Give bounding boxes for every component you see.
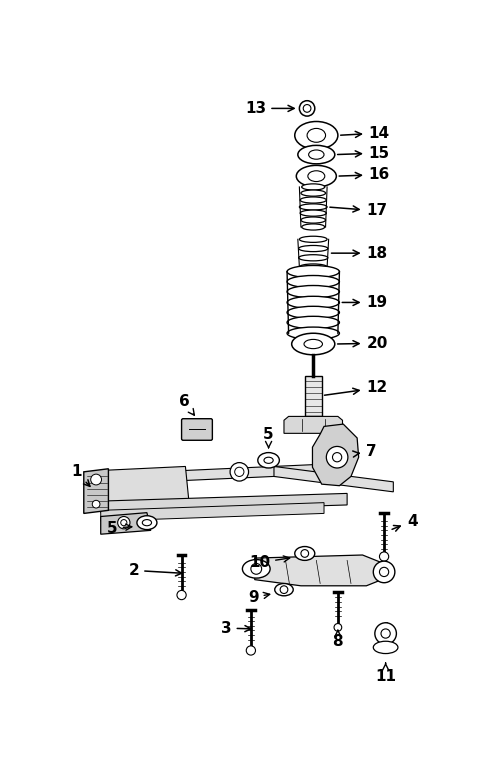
Polygon shape bbox=[84, 469, 108, 513]
Circle shape bbox=[301, 549, 308, 557]
Text: 11: 11 bbox=[375, 663, 396, 684]
Polygon shape bbox=[101, 494, 347, 512]
Ellipse shape bbox=[296, 165, 336, 187]
Circle shape bbox=[246, 646, 256, 655]
Ellipse shape bbox=[300, 210, 326, 216]
Ellipse shape bbox=[299, 264, 327, 270]
Ellipse shape bbox=[287, 306, 340, 319]
Circle shape bbox=[118, 516, 130, 529]
Circle shape bbox=[230, 463, 248, 481]
Ellipse shape bbox=[299, 246, 328, 252]
Text: 16: 16 bbox=[339, 167, 390, 182]
Ellipse shape bbox=[373, 641, 398, 653]
Ellipse shape bbox=[287, 266, 340, 277]
Text: 6: 6 bbox=[179, 394, 194, 415]
Polygon shape bbox=[101, 512, 151, 534]
Text: 13: 13 bbox=[245, 101, 294, 116]
Text: 18: 18 bbox=[331, 246, 387, 260]
Ellipse shape bbox=[287, 316, 340, 329]
Circle shape bbox=[380, 552, 389, 561]
Ellipse shape bbox=[142, 519, 152, 525]
Circle shape bbox=[280, 586, 288, 594]
Ellipse shape bbox=[299, 236, 327, 243]
Polygon shape bbox=[312, 424, 359, 486]
Text: 7: 7 bbox=[353, 444, 377, 460]
Circle shape bbox=[373, 561, 395, 583]
Circle shape bbox=[381, 629, 390, 638]
Ellipse shape bbox=[300, 197, 326, 203]
Circle shape bbox=[334, 624, 342, 631]
Ellipse shape bbox=[295, 122, 338, 150]
Polygon shape bbox=[255, 555, 386, 586]
Text: 14: 14 bbox=[341, 126, 390, 140]
Circle shape bbox=[299, 101, 315, 116]
Ellipse shape bbox=[258, 453, 279, 468]
Ellipse shape bbox=[287, 285, 340, 298]
Text: 1: 1 bbox=[71, 464, 90, 486]
Polygon shape bbox=[284, 416, 343, 433]
Ellipse shape bbox=[301, 217, 325, 223]
Circle shape bbox=[326, 446, 348, 468]
Ellipse shape bbox=[299, 204, 327, 210]
Circle shape bbox=[375, 623, 396, 644]
Ellipse shape bbox=[298, 146, 335, 164]
Ellipse shape bbox=[292, 333, 335, 355]
Ellipse shape bbox=[304, 339, 323, 349]
Polygon shape bbox=[101, 503, 324, 521]
Ellipse shape bbox=[137, 515, 157, 529]
Ellipse shape bbox=[302, 184, 325, 190]
Bar bbox=[305, 377, 322, 416]
Ellipse shape bbox=[275, 584, 293, 596]
Ellipse shape bbox=[287, 327, 340, 339]
Text: 9: 9 bbox=[248, 590, 270, 604]
Ellipse shape bbox=[302, 224, 325, 230]
Polygon shape bbox=[104, 467, 189, 509]
Text: 5: 5 bbox=[263, 427, 274, 448]
Ellipse shape bbox=[301, 190, 325, 196]
Text: 19: 19 bbox=[342, 295, 387, 310]
Text: 12: 12 bbox=[325, 381, 387, 395]
Circle shape bbox=[92, 501, 100, 508]
Circle shape bbox=[121, 519, 127, 525]
Text: 4: 4 bbox=[392, 514, 418, 531]
Ellipse shape bbox=[264, 457, 273, 463]
Text: 8: 8 bbox=[332, 630, 343, 649]
Ellipse shape bbox=[307, 129, 325, 143]
Ellipse shape bbox=[243, 560, 270, 578]
Circle shape bbox=[303, 105, 311, 112]
Circle shape bbox=[332, 453, 342, 462]
Polygon shape bbox=[274, 467, 393, 492]
Circle shape bbox=[235, 467, 244, 477]
Text: 3: 3 bbox=[221, 621, 251, 636]
FancyBboxPatch shape bbox=[182, 418, 212, 440]
Circle shape bbox=[91, 474, 102, 485]
Ellipse shape bbox=[308, 150, 324, 159]
Text: 5: 5 bbox=[107, 521, 132, 536]
Ellipse shape bbox=[287, 296, 340, 308]
Ellipse shape bbox=[287, 275, 340, 288]
Text: 10: 10 bbox=[249, 555, 290, 570]
Text: 15: 15 bbox=[338, 146, 390, 160]
Ellipse shape bbox=[308, 170, 325, 181]
Circle shape bbox=[177, 591, 186, 600]
Text: 20: 20 bbox=[338, 336, 388, 351]
Circle shape bbox=[380, 567, 389, 577]
Ellipse shape bbox=[295, 546, 315, 560]
Polygon shape bbox=[104, 464, 324, 484]
Text: 17: 17 bbox=[330, 203, 387, 219]
Ellipse shape bbox=[299, 255, 328, 261]
Circle shape bbox=[251, 563, 262, 574]
Text: 2: 2 bbox=[128, 563, 182, 578]
